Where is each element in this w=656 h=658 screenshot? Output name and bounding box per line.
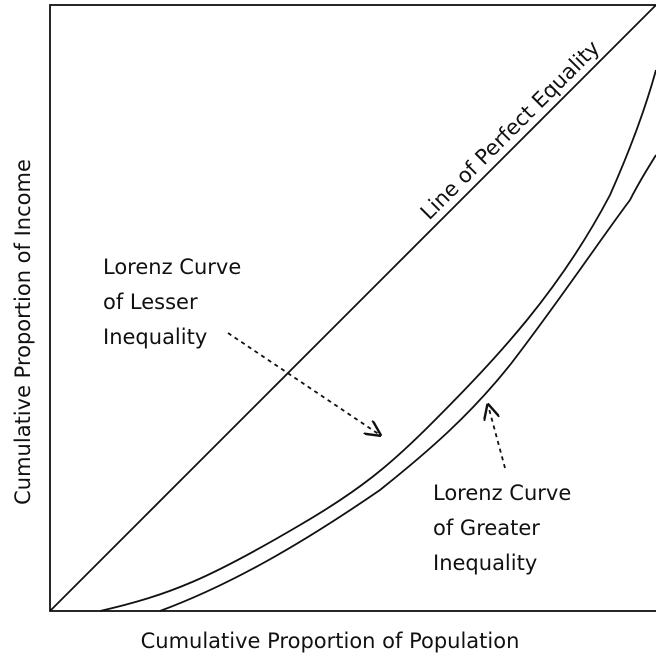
x-axis-label: Cumulative Proportion of Population	[141, 629, 520, 653]
lesser-label: of Lesser	[103, 290, 198, 314]
y-axis-label: Cumulative Proportion of Income	[11, 159, 35, 505]
lesser-label: Inequality	[103, 325, 207, 349]
greater-arrow	[488, 405, 506, 469]
equality-line	[49, 4, 656, 612]
greater-label: Lorenz Curve	[433, 481, 571, 505]
plot-frame	[49, 4, 656, 612]
lesser-inequality-curve	[99, 69, 656, 612]
greater-inequality-curve	[159, 154, 656, 612]
greater-label: Inequality	[433, 551, 537, 575]
lesser-arrow	[227, 332, 380, 435]
equality-label: Line of Perfect Equality	[416, 36, 605, 225]
greater-label: of Greater	[433, 516, 540, 540]
lesser-label: Lorenz Curve	[103, 255, 241, 279]
